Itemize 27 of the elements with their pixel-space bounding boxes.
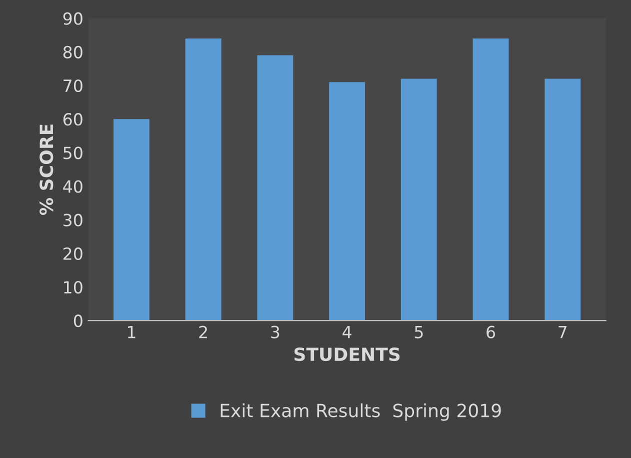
y-tick-label: 80 bbox=[63, 46, 82, 58]
x-tick-label: 6 bbox=[486, 326, 496, 338]
y-tick-label: 10 bbox=[64, 280, 82, 294]
y-tick-label: 50 bbox=[64, 146, 82, 160]
y-tick-label: 70 bbox=[64, 79, 82, 92]
y-tick-label: 40 bbox=[63, 180, 82, 193]
y-tick-label: 90 bbox=[63, 12, 82, 25]
x-tick-label: 7 bbox=[558, 326, 567, 338]
x-axis-title: STUDENTS bbox=[294, 347, 400, 362]
y-tick-label: 0 bbox=[74, 314, 82, 328]
y-tick-label: 60 bbox=[63, 113, 82, 126]
y-tick-label: 30 bbox=[64, 214, 82, 226]
x-tick-label: 2 bbox=[199, 326, 207, 338]
bar bbox=[544, 78, 581, 321]
bar bbox=[113, 119, 150, 321]
bar bbox=[400, 78, 437, 321]
bar bbox=[472, 38, 509, 321]
bar bbox=[257, 55, 294, 321]
bar bbox=[329, 82, 366, 321]
x-tick-label: 1 bbox=[128, 326, 136, 338]
legend-label: Exit Exam Results Spring 2019 bbox=[220, 403, 501, 421]
bar bbox=[185, 38, 222, 321]
x-tick-label: 3 bbox=[271, 326, 280, 338]
y-axis-title: % SCORE bbox=[40, 124, 54, 215]
x-tick-label: 4 bbox=[342, 326, 352, 338]
x-tick-label: 5 bbox=[414, 326, 423, 338]
y-tick-label: 20 bbox=[63, 247, 82, 260]
